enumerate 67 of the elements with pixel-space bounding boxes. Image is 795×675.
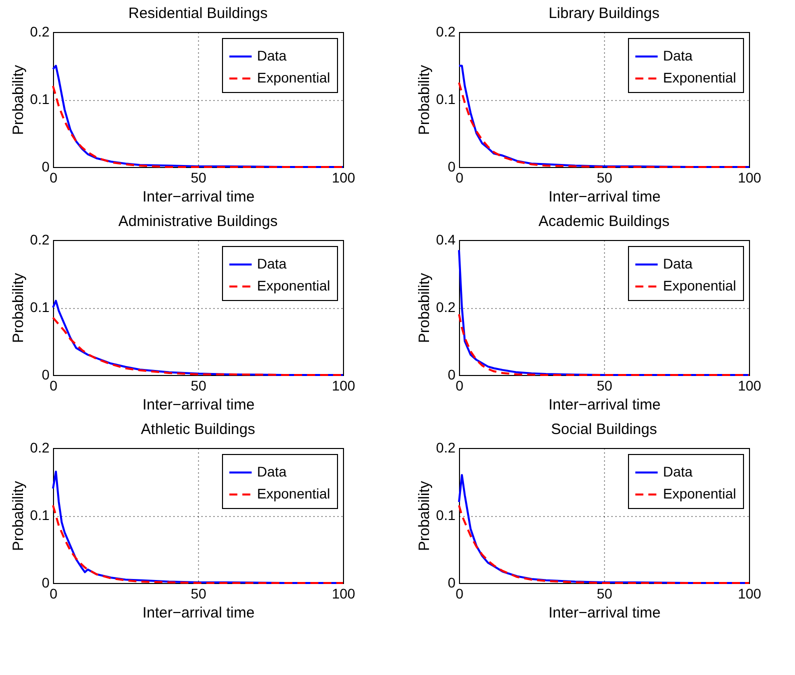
y-tick-label: 0.1 [30,507,50,523]
y-tick-label: 0.2 [30,232,50,248]
y-tick-label: 0.1 [30,299,50,315]
line-series [458,64,750,168]
y-tick-label: 0.1 [436,507,456,523]
x-tick-label: 50 [190,586,206,602]
x-axis-title: Inter−arrival time [142,396,255,414]
y-tick-label: 0.2 [30,24,50,40]
x-tick-label: 50 [190,170,206,186]
legend-label: Data [663,48,693,64]
y-tick-label: 0 [448,158,456,174]
legend-label: Data [663,256,693,272]
y-axis-title: Probability [10,64,28,136]
chart-title: Administrative Buildings [118,213,278,230]
line-series [458,313,750,376]
y-axis-title: Probability [416,480,434,552]
y-tick-label: 0 [448,366,456,382]
legend-label: Exponential [257,278,330,294]
legend-label: Data [257,464,287,480]
chart-title: Academic Buildings [538,213,670,230]
x-axis-title: Inter−arrival time [142,188,255,206]
x-tick-label: 100 [738,378,762,394]
line-series [52,85,344,168]
x-tick-label: 100 [738,586,762,602]
chart-title: Library Buildings [548,5,660,22]
y-axis-title: Probability [416,272,434,344]
y-axis-title: Probability [10,480,28,552]
y-tick-label: 0 [42,574,50,590]
x-tick-label: 50 [596,586,612,602]
y-tick-label: 0.1 [30,91,50,107]
y-tick-label: 0.2 [436,299,456,315]
legend-label: Exponential [663,70,736,86]
y-tick-label: 0.4 [436,232,456,248]
line-series [458,504,750,584]
x-tick-label: 100 [332,378,356,394]
y-tick-label: 0.2 [436,440,456,456]
y-tick-label: 0.2 [30,440,50,456]
x-tick-label: 50 [596,170,612,186]
legend-label: Data [663,464,693,480]
y-tick-label: 0 [42,158,50,174]
x-axis-title: Inter−arrival time [548,396,661,414]
line-series [52,504,344,584]
legend-label: Exponential [663,278,736,294]
x-tick-label: 50 [596,378,612,394]
chart-title: Residential Buildings [128,5,268,22]
x-tick-label: 100 [332,586,356,602]
legend-label: Exponential [663,486,736,502]
legend-label: Data [257,48,287,64]
chart-title: Athletic Buildings [140,421,256,438]
x-axis-title: Inter−arrival time [548,188,661,206]
x-tick-label: 50 [190,378,206,394]
x-tick-label: 100 [738,170,762,186]
y-tick-label: 0.1 [436,91,456,107]
legend-label: Data [257,256,287,272]
y-axis-title: Probability [10,272,28,344]
legend-label: Exponential [257,486,330,502]
y-tick-label: 0 [448,574,456,590]
chart-title: Social Buildings [551,421,657,438]
y-tick-label: 0 [42,366,50,382]
line-series [52,316,344,376]
y-axis-title: Probability [416,64,434,136]
legend-label: Exponential [257,70,330,86]
x-tick-label: 100 [332,170,356,186]
y-tick-label: 0.2 [436,24,456,40]
line-series [52,64,344,168]
x-axis-title: Inter−arrival time [548,604,661,622]
x-axis-title: Inter−arrival time [142,604,255,622]
